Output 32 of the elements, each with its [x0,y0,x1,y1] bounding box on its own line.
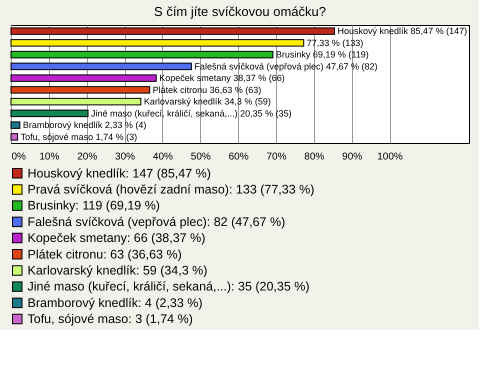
legend-label: Jiné maso (kuřecí, králičí, sekaná,...): 35 (20,35 %) [28,280,310,294]
x-tick-label: 100% [377,152,403,162]
data-label: Kopeček smetany 38,37 % (66) [159,73,285,84]
legend-label: Pravá svíčková (hovězí zadní maso): 133 (77,33 %) [28,182,314,196]
data-label: Houskový knedlík 85,47 % (147) [338,26,468,36]
legend-label: Bramborový knedlík: 4 (2,33 %) [28,296,203,310]
legend-label: Karlovarský knedlík: 59 (34,3 %) [28,263,208,278]
x-tick-label: 60% [228,152,249,162]
x-tick-label: 80% [304,152,324,162]
data-label: 77,33 % (133) [306,38,364,48]
data-label: Bramborový knedlík 2,33 % (4) [22,120,146,130]
x-tick-label: 90% [342,152,362,162]
data-label: Plátek citronu 36,63 % (63) [152,84,262,95]
x-tick-label: 70% [266,152,287,162]
x-tick-label: 50% [190,152,211,162]
legend-label: Brusinky: 119 (69,19 %) [28,198,160,213]
data-label: Brusinky 69,19 % (119) [276,50,369,60]
data-label: Karlovarský knedlík 34,3 % (59) [144,96,271,107]
x-tick-label: 0% [12,152,26,162]
legend-label: Plátek citronu: 63 (36,63 %) [28,247,182,262]
chart-title: S čím jíte svíčkovou omáčku? [154,4,326,19]
data-label: Jiné maso (kuřecí, králičí, sekaná,...) 20,35 % (35) [91,108,292,118]
data-label: Tofu, sójové maso 1,74 % (3) [20,132,138,142]
x-tick-label: 10% [39,152,60,162]
data-label: Falešná svíčková (vepřová plec) 47,67 % (82) [194,61,378,72]
legend-label: Houskový knedlík: 147 (85,47 %) [28,166,211,180]
x-tick-label: 40% [152,152,174,162]
x-tick-label: 20% [77,152,98,162]
x-tick-label: 30% [115,152,136,162]
legend-label: Falešná svíčková (vepřová plec): 82 (47,67 %) [28,214,286,229]
legend-label: Kopeček smetany: 66 (38,37 %) [28,231,206,246]
legend-label: Tofu, sójové maso: 3 (1,74 %) [28,312,193,326]
